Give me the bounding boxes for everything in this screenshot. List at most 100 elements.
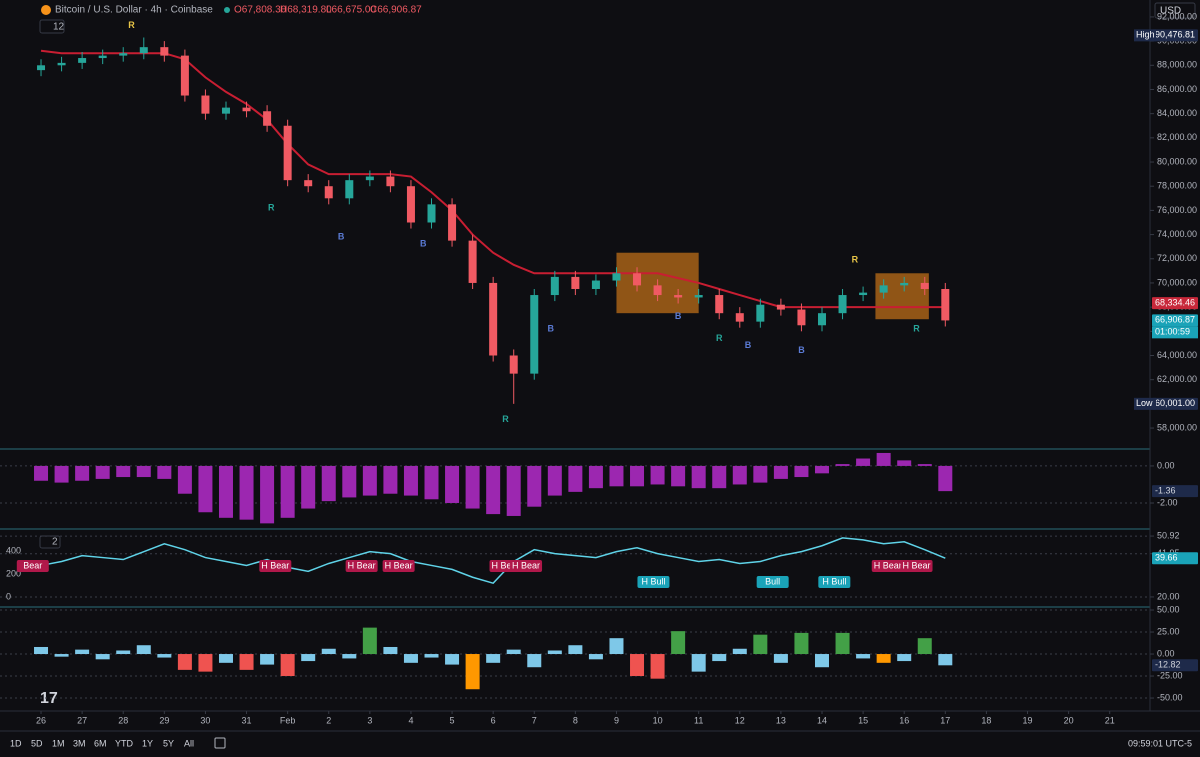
candle-body: [509, 355, 518, 374]
signal-label: R: [268, 202, 275, 212]
candle-body: [386, 176, 395, 187]
candle-body: [304, 180, 313, 187]
y-tick-label: 72,000.00: [1157, 253, 1197, 263]
y-tick-label: 92,000.00: [1157, 11, 1197, 21]
divergence-tag: H Bear: [261, 560, 289, 570]
value-label: -1.36: [1155, 486, 1176, 496]
signal-label: R: [502, 414, 509, 424]
signal-label: B: [798, 345, 805, 355]
candle-body: [160, 47, 169, 56]
y-tick-label: 70,000.00: [1157, 277, 1197, 287]
x-tick-label: 21: [1105, 715, 1115, 725]
candle-body: [694, 295, 703, 298]
signal-label: B: [547, 323, 554, 333]
range-button[interactable]: 5D: [31, 738, 43, 748]
y-tick-label: -2.00: [1157, 497, 1178, 507]
histogram-bar: [218, 654, 233, 663]
histogram-bar: [54, 654, 69, 657]
range-button[interactable]: 1M: [52, 738, 65, 748]
signal-label: R: [913, 323, 920, 333]
histogram-bar: [856, 458, 871, 466]
histogram-bar: [753, 634, 768, 655]
x-tick-label: 17: [940, 715, 950, 725]
x-tick-label: 7: [532, 715, 537, 725]
price-label: 60,001.00: [1155, 398, 1195, 408]
histogram-bar: [650, 465, 665, 485]
x-tick-label: 12: [735, 715, 745, 725]
candle-body: [345, 180, 354, 199]
y-tick-label: 84,000.00: [1157, 108, 1197, 118]
histogram-bar: [34, 646, 49, 655]
histogram-bar: [342, 654, 357, 659]
candle-body: [283, 125, 292, 181]
histogram-bar: [527, 465, 542, 507]
divergence-tag: H Bear: [903, 560, 931, 570]
value-label-bg: [1152, 485, 1198, 498]
price-tag: High: [1136, 30, 1155, 40]
range-button[interactable]: 3M: [73, 738, 86, 748]
range-button[interactable]: YTD: [115, 738, 134, 748]
currency-button[interactable]: [1154, 2, 1196, 19]
ohlc-high: H68,319.80: [280, 5, 332, 16]
divergence-tag: H Bear: [348, 560, 376, 570]
histogram-bar: [856, 654, 871, 659]
indicator-toggle[interactable]: [39, 19, 65, 34]
candle-body: [324, 186, 333, 199]
x-tick-label: 19: [1023, 715, 1033, 725]
histogram-bar: [95, 465, 110, 479]
candle-body: [715, 295, 724, 314]
range-button[interactable]: 5Y: [163, 738, 174, 748]
moving-average: [40, 49, 946, 309]
x-tick-label: 11: [694, 715, 703, 725]
histogram-bar: [116, 465, 131, 478]
histogram-bar: [218, 465, 233, 518]
histogram-bar: [321, 465, 336, 502]
signal-label: R: [128, 20, 135, 30]
histogram-bar: [814, 465, 829, 474]
candle-body: [879, 285, 888, 293]
x-tick-label: 28: [118, 715, 128, 725]
price-label: 90,476.81: [1155, 30, 1195, 40]
candle-body: [674, 295, 683, 298]
date-picker[interactable]: [214, 737, 226, 749]
histogram-bar: [650, 654, 665, 679]
candle-body: [941, 288, 950, 321]
price-label-bg: [1152, 297, 1198, 310]
divergence-tag: H Bear: [874, 560, 902, 570]
divergence-tag-bg: [818, 576, 851, 588]
range-button[interactable]: 1Y: [142, 738, 153, 748]
price-label-bg: [1152, 397, 1198, 410]
range-button[interactable]: 6M: [94, 738, 107, 748]
candle-body: [448, 204, 457, 241]
price-tag-bg: [1134, 397, 1156, 410]
range-button[interactable]: All: [184, 738, 194, 748]
candle-body: [201, 95, 210, 114]
histogram-bar: [897, 460, 912, 466]
price-label-bg: [1152, 29, 1198, 42]
candle-body: [735, 313, 744, 322]
histogram-bar: [136, 645, 151, 655]
candle-body: [242, 107, 251, 112]
y-tick-label: 62,000.00: [1157, 374, 1197, 384]
x-tick-label: 10: [653, 715, 663, 725]
histogram-bar: [260, 654, 275, 665]
histogram-bar: [773, 465, 788, 479]
histogram-bar: [630, 465, 645, 487]
candle-body: [653, 285, 662, 296]
coin-icon: [41, 5, 51, 15]
x-tick-label: 13: [776, 715, 786, 725]
symbol[interactable]: Bitcoin / U.S. Dollar · 4h · Coinbase: [55, 5, 213, 16]
value-label-bg: [1152, 552, 1198, 565]
x-tick-label: 31: [242, 715, 252, 725]
histogram-bar: [362, 627, 377, 655]
range-button[interactable]: 1D: [10, 738, 22, 748]
y-tick-label: 88,000.00: [1157, 60, 1197, 70]
y-tick-label: -50.00: [1157, 692, 1183, 702]
clock: 09:59:01 UTC-5: [1128, 738, 1192, 748]
histogram-bar: [876, 452, 891, 466]
divergence-tag-bg: [259, 560, 292, 572]
oscillator-line: [40, 537, 946, 585]
y-tick-label: 0.00: [1157, 460, 1175, 470]
value-label-bg: [1152, 659, 1198, 672]
